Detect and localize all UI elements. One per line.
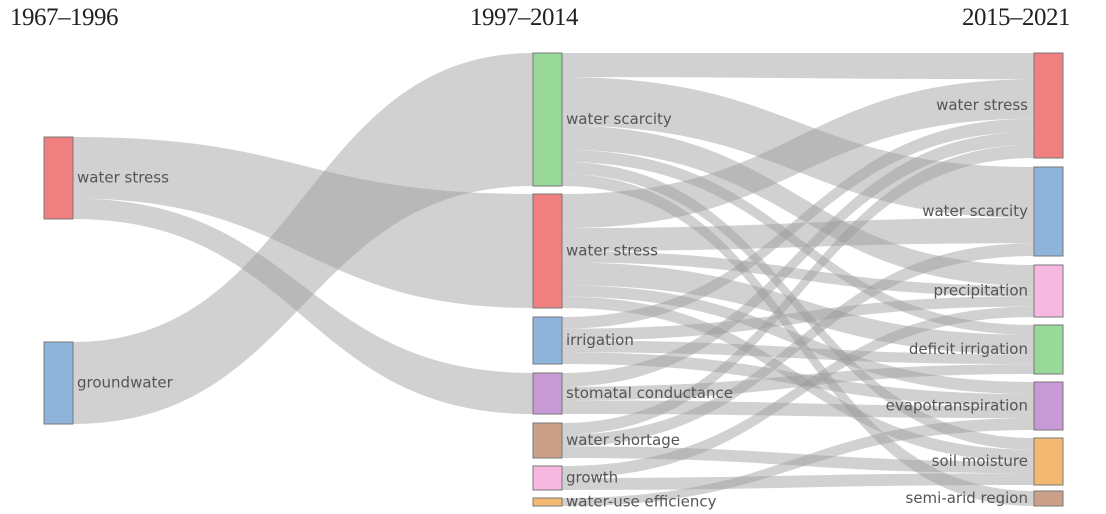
node-label-b_ws: water stress [566,242,658,260]
node-label-b_wsc: water scarcity [566,110,672,128]
link-b_ws-to-c_di [562,262,1034,355]
node-label-a_ws: water stress [77,169,169,187]
link-b_ws-to-c_sm [562,296,1034,462]
node-label-c_et: evapotranspiration [886,397,1028,415]
node-label-b_irr: irrigation [566,331,634,349]
node-a_gw [43,341,74,425]
link-b_ws-to-c_pr [562,251,1034,297]
node-label-b_wsh: water shortage [566,431,680,449]
node-b_gr [532,465,563,491]
node-label-c_pr: precipitation [934,282,1029,300]
links-layer [73,53,1034,506]
node-c_pr [1033,264,1064,318]
link-b_wsh-to-c_sm [562,446,1034,474]
nodes-layer [43,52,1064,507]
node-b_ws [532,193,563,309]
node-c_wsc [1033,166,1064,257]
node-label-b_sc: stomatal conductance [566,384,733,402]
node-label-b_wue: water-use efficiency [566,493,717,511]
node-b_irr [532,316,563,365]
column-title-1997-2014: 1997–2014 [470,4,579,31]
node-b_wsc [532,52,563,187]
link-b_wsc-to-c_wsc [562,77,1034,218]
link-b_irr-to-c_ws [562,118,1034,329]
node-c_ws [1033,52,1064,159]
link-b_wsc-to-c_sm [562,161,1034,450]
labels-layer: water stress groundwater water scarcity wat… [77,96,1028,511]
node-label-c_di: deficit irrigation [909,340,1028,358]
link-b_sc-to-c_et [562,400,1034,418]
link-a_gw-to-b_wsc [73,53,533,424]
link-b_gr-to-c_sm [562,473,1034,490]
node-label-c_sm: soil moisture [932,452,1028,470]
node-label-b_gr: growth [566,469,618,487]
link-b_sc-to-c_di [562,364,1034,401]
link-b_wsc-to-c_ws [562,53,1034,80]
node-b_sc [532,372,563,415]
link-b_wsh-to-c_ws [562,144,1034,435]
link-b_wsh-to-c_wsc [562,243,1034,447]
node-c_di [1033,324,1064,375]
link-a_ws-to-b_ws [73,137,533,308]
link-b_wsc-to-c_sar [562,173,1034,506]
link-b_irr-to-c_pr [562,296,1034,341]
link-b_sc-to-c_ws [562,131,1034,387]
node-c_sar [1033,490,1064,507]
column-title-2015-2021: 2015–2021 [962,4,1071,31]
node-label-c_wsc: water scarcity [922,202,1028,220]
node-b_wue [532,497,563,507]
node-a_ws [43,136,74,220]
link-b_wsc-to-c_di [562,149,1034,335]
column-title-1967-1996: 1967–1996 [10,4,119,31]
link-b_ws-to-c_ws [562,79,1034,229]
link-b_irr-to-c_di [562,340,1034,365]
link-b_ws-to-c_wsc [562,217,1034,251]
node-c_sm [1033,437,1064,486]
link-b_wue-to-c_et [562,418,1034,506]
node-label-c_sar: semi-arid region [906,489,1029,507]
link-b_wsc-to-c_pr [562,125,1034,286]
link-a_ws-to-b_sc [73,198,533,414]
link-b_irr-to-c_et [562,352,1034,406]
node-label-a_gw: groundwater [77,374,174,392]
link-b_ws-to-c_et [562,285,1034,394]
node-c_et [1033,381,1064,431]
link-b_gr-to-c_pr [562,306,1034,478]
node-b_wsh [532,422,563,459]
node-label-c_ws: water stress [936,96,1028,114]
